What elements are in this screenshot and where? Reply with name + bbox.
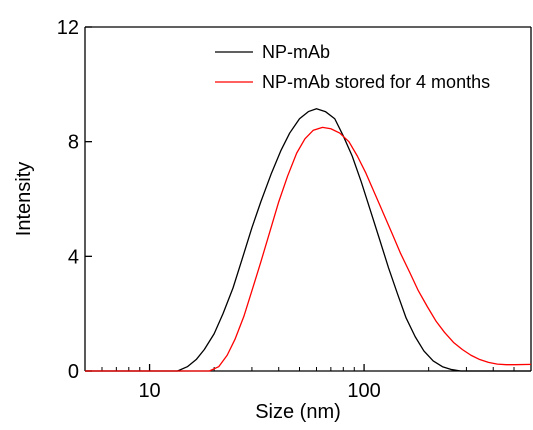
x-axis-label: Size (nm) [255, 401, 341, 423]
y-tick-label: 0 [68, 361, 79, 383]
y-tick-label: 8 [68, 132, 79, 154]
x-tick-label: 10 [138, 380, 160, 402]
axis-ticks: 0 4 8 12 10 100 [57, 17, 532, 402]
x-tick-label: 100 [347, 380, 380, 402]
series-layer [85, 108, 532, 372]
y-tick-label: 12 [57, 17, 79, 39]
legend-label-2: NP-mAb stored for 4 months [262, 72, 490, 92]
y-axis-label: Intensity [13, 162, 35, 236]
series-line-1 [85, 108, 531, 372]
y-tick-label: 4 [68, 246, 79, 268]
series-line-2 [85, 126, 532, 372]
legend-label-1: NP-mAb [262, 42, 330, 62]
legend: NP-mAb NP-mAb stored for 4 months [215, 42, 490, 92]
